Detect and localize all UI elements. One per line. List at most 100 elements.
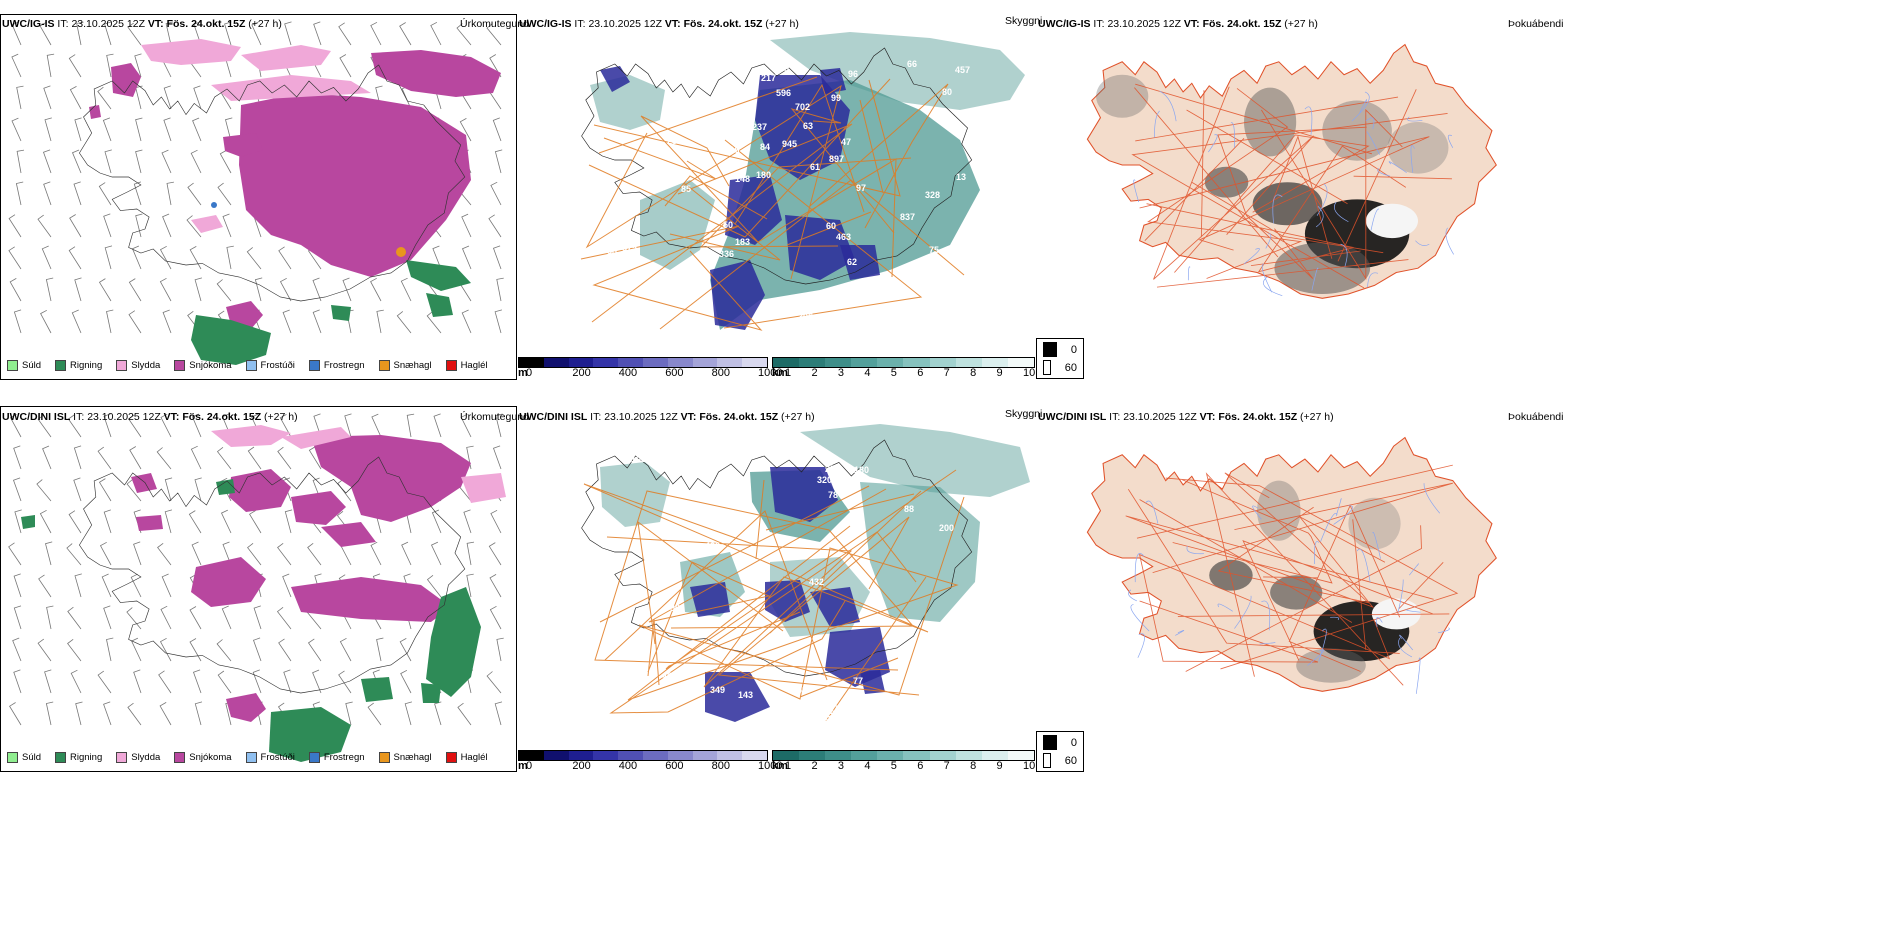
cloud-base-label: 63 (803, 121, 813, 131)
sleet-area (211, 75, 371, 101)
cloud-base-label: 99 (831, 93, 841, 103)
cloud-base-label: 493 (684, 274, 699, 284)
model-name: UWC/IG-IS (519, 18, 572, 30)
sleet-area (141, 39, 241, 65)
wind-barb (67, 414, 82, 438)
colorbar-cell (742, 358, 767, 367)
wind-barb (67, 638, 82, 662)
wind-barb (284, 509, 293, 534)
fog-header-top: UWC/IG-IS IT: 23.10.2025 12Z VT: Fös. 24… (1038, 18, 1318, 30)
precip-legend-item: Frostúði (245, 752, 295, 763)
wind-barb (247, 446, 262, 470)
cloud-map-bottom: 897 180 488 125 397 25 200 78 88 950 108 82 284 349 43… (581, 424, 1030, 724)
cloud-base-label: 596 (776, 88, 791, 98)
snow-area (321, 522, 376, 547)
wind-barb (434, 701, 442, 726)
precip-map-top (8, 21, 504, 365)
cloud-base-label: 284 (783, 710, 798, 720)
low-ceiling-area (840, 245, 880, 280)
cloud-base-label: 143 (738, 690, 753, 700)
wind-barb (103, 605, 112, 630)
wind-barb (131, 245, 142, 270)
cloud-base-label: 180 (854, 465, 869, 475)
colorbar-tick-label: 2 (811, 760, 818, 772)
precip-legend-label: Frostúði (260, 360, 295, 371)
precip-legend-label: Rigning (70, 360, 103, 371)
precip-header-bottom: UWC/DINI ISL IT: 23.10.2025 12Z VT: Fös.… (2, 411, 298, 423)
wind-barb (339, 54, 352, 78)
wind-barb (463, 509, 472, 534)
wind-barb (98, 478, 112, 502)
model-name: UWC/IG-IS (1038, 18, 1091, 30)
wind-barb (13, 605, 22, 630)
snow-area (89, 105, 101, 119)
wind-barb (14, 509, 22, 534)
colorbar-cell (593, 358, 619, 367)
fog-legend-bottom: 0 60 (1036, 731, 1084, 772)
model-name: UWC/DINI ISL (1038, 411, 1107, 423)
colorbar-tick-label: 7 (943, 367, 950, 379)
colorbar-cell (543, 751, 569, 760)
wind-barb (11, 21, 22, 46)
colorbar-cell (667, 751, 693, 760)
colorbar-cell (903, 358, 930, 367)
it-value: 23.10.2025 12Z (1123, 411, 1197, 423)
cloud-base-label: 108 (631, 454, 646, 464)
wind-barb (68, 510, 82, 534)
wind-barb (129, 446, 142, 470)
precip-legend-label: Súld (22, 752, 42, 763)
wind-barb (98, 278, 112, 302)
wind-barb (431, 509, 442, 534)
wind-barb (345, 701, 353, 726)
snow-area (136, 515, 163, 531)
wind-barb (189, 606, 202, 630)
it-label: IT: (590, 411, 602, 423)
cloud-title-bottom: Skyggni (1005, 408, 1043, 420)
fog-legend-label: 60 (1064, 361, 1077, 374)
snow-area (226, 693, 266, 722)
colorbar-cell (799, 358, 826, 367)
road-line (580, 76, 965, 331)
precip-header-top: UWC/IG-IS IT: 23.10.2025 12Z VT: Fös. 24… (2, 18, 282, 30)
wind-barb (490, 181, 502, 206)
fog-light-area (1371, 598, 1421, 630)
cloud-base-label: 395 (798, 312, 813, 322)
wind-barb (283, 669, 292, 694)
snow-pellets-spot (396, 247, 406, 257)
wind-barb (338, 670, 352, 694)
colorbar-cell (773, 751, 800, 760)
wind-barb (160, 605, 172, 630)
cloud-base-label: 58 (607, 246, 617, 256)
colorbar-tick-label: 1 (785, 760, 792, 772)
visibility-unit-bottom: km (772, 760, 788, 772)
wind-barb (430, 541, 442, 566)
it-value: 23.10.2025 12Z (588, 18, 662, 30)
precip-legend-label: Frostregn (323, 752, 365, 763)
wind-barb (9, 702, 22, 726)
rain-area (406, 260, 471, 291)
colorbar-tick-label: 1 (785, 367, 792, 379)
precip-legend-item: Frostúði (245, 360, 295, 371)
wind-barb (193, 21, 202, 46)
colorbar-cell (929, 751, 956, 760)
wind-barb (399, 638, 412, 662)
cloud-base-label: 82 (878, 617, 888, 627)
precip-legend-label: Frostregn (323, 360, 365, 371)
colorbar-cell (825, 358, 852, 367)
wind-barb (312, 277, 322, 302)
wind-barb (191, 413, 202, 438)
wind-barb (492, 445, 502, 470)
colorbar-cell (877, 358, 904, 367)
wind-barb (127, 22, 142, 46)
wind-barb (489, 605, 502, 630)
colorbar-tick-label: 7 (943, 760, 950, 772)
fog-legend-row: 60 (1043, 753, 1077, 768)
wind-barb (284, 21, 292, 46)
precip-title-bottom: Úrkomutegund (460, 411, 529, 423)
cloud-base-label: 237 (752, 122, 767, 132)
wind-barb (432, 245, 442, 270)
wind-barb (466, 541, 475, 566)
wind-barb (433, 413, 442, 438)
wind-barb (133, 541, 142, 566)
it-label: IT: (574, 18, 586, 30)
